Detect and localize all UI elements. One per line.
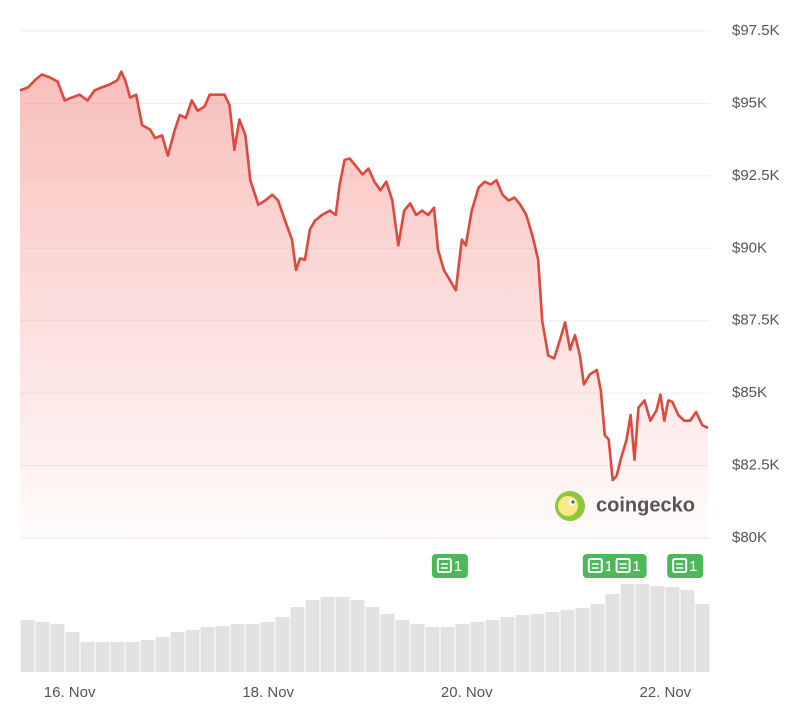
y-tick-label: $92.5K bbox=[732, 167, 780, 184]
badge-count: 1 bbox=[605, 558, 613, 575]
badge-count: 1 bbox=[632, 558, 640, 575]
watermark-text: coingecko bbox=[596, 494, 695, 516]
volume-bar bbox=[50, 624, 65, 672]
price-line bbox=[19, 70, 709, 482]
volume-bar bbox=[200, 627, 215, 672]
volume-bar bbox=[545, 612, 560, 672]
volume-bar bbox=[395, 620, 410, 672]
volume-bar bbox=[560, 610, 575, 672]
x-tick-label: 16. Nov bbox=[44, 684, 96, 701]
y-tick-label: $87.5K bbox=[732, 312, 780, 329]
x-tick-label: 20. Nov bbox=[441, 684, 493, 701]
volume-bar bbox=[470, 622, 485, 672]
volume-bar bbox=[650, 586, 665, 672]
volume-bar bbox=[110, 642, 125, 672]
volume-bar bbox=[680, 590, 695, 672]
news-badges: 1 1 1 1 bbox=[431, 554, 704, 578]
volume-bar bbox=[230, 624, 245, 672]
volume-bar bbox=[695, 604, 710, 672]
volume-bar bbox=[365, 607, 380, 672]
volume-bar bbox=[485, 620, 500, 672]
volume-bar bbox=[620, 584, 635, 672]
volume-bar bbox=[305, 600, 320, 672]
badge-icon bbox=[436, 558, 452, 573]
axes: $97.5K $95K $92.5K $90K $87.5K $85K $82.5K $80K… bbox=[44, 22, 780, 701]
volume-bar bbox=[515, 615, 530, 672]
badge-icon bbox=[587, 558, 603, 573]
logo-face bbox=[558, 496, 578, 516]
volume-bar bbox=[575, 608, 590, 672]
volume-bar bbox=[425, 627, 440, 672]
badge-count: 1 bbox=[454, 558, 462, 575]
volume-bar bbox=[500, 617, 515, 672]
volume-bar bbox=[95, 642, 110, 672]
volume-bar bbox=[320, 597, 335, 672]
volume-bar bbox=[275, 617, 290, 672]
volume-bar bbox=[350, 600, 365, 672]
volume-bar bbox=[635, 584, 650, 672]
volume-bar bbox=[80, 642, 95, 672]
volume-bar bbox=[170, 632, 185, 672]
volume-bar bbox=[290, 607, 305, 672]
volume-bar bbox=[125, 642, 140, 672]
volume-bar bbox=[245, 624, 260, 672]
y-tick-label: $97.5K bbox=[732, 22, 780, 39]
y-tick-label: $82.5K bbox=[732, 457, 780, 474]
volume-bar bbox=[65, 632, 80, 672]
watermark: coingecko bbox=[555, 491, 695, 521]
volume-bar bbox=[605, 594, 620, 672]
volume-bar bbox=[590, 604, 605, 672]
volume-bar bbox=[140, 640, 155, 672]
volume-bar bbox=[215, 626, 230, 672]
badge-icon bbox=[615, 558, 631, 573]
y-tick-label: $90K bbox=[732, 239, 767, 256]
plot bbox=[19, 70, 709, 538]
y-tick-label: $80K bbox=[732, 529, 767, 546]
news-badge[interactable]: 1 bbox=[610, 554, 647, 578]
badge-count: 1 bbox=[689, 558, 697, 575]
logo-pupil bbox=[571, 500, 575, 504]
volume-bar bbox=[530, 614, 545, 672]
volume-bar bbox=[35, 622, 50, 672]
y-tick-label: $95K bbox=[732, 94, 767, 111]
x-tick-label: 18. Nov bbox=[242, 684, 294, 701]
volume-bar bbox=[335, 597, 350, 672]
news-badge[interactable]: 1 bbox=[582, 554, 619, 578]
y-tick-label: $85K bbox=[732, 384, 767, 401]
volume-bar bbox=[155, 637, 170, 672]
x-tick-label: 22. Nov bbox=[639, 684, 691, 701]
volume-bar bbox=[410, 624, 425, 672]
price-area bbox=[20, 71, 708, 538]
volume-bar bbox=[455, 624, 470, 672]
volume-bar bbox=[380, 614, 395, 672]
volume-bars bbox=[20, 584, 710, 672]
volume-bar bbox=[20, 620, 35, 672]
news-badge[interactable]: 1 bbox=[667, 554, 704, 578]
volume-bar bbox=[185, 630, 200, 672]
news-badge[interactable]: 1 bbox=[431, 554, 468, 578]
volume-bar bbox=[440, 627, 455, 672]
badge-icon bbox=[672, 558, 688, 573]
volume-bar bbox=[665, 587, 680, 672]
volume-bar bbox=[260, 622, 275, 672]
